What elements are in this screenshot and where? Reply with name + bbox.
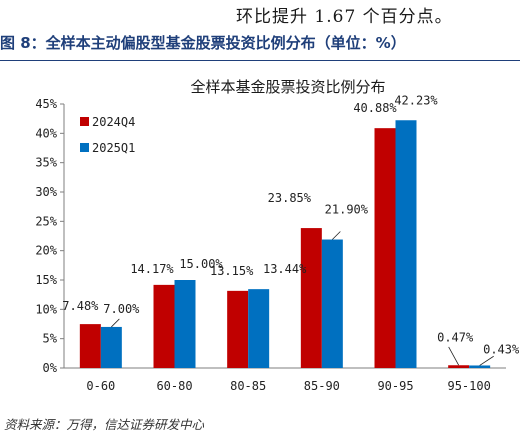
data-label-2025Q1-80-85: 13.44% xyxy=(263,262,307,276)
source-note: 资料来源：万得，信达证券研发中心 xyxy=(4,417,205,432)
y-tick-label: 15% xyxy=(35,273,57,287)
x-tick-label: 85-90 xyxy=(304,379,340,393)
bar-2025Q1-80-85 xyxy=(248,289,270,368)
y-tick-label: 5% xyxy=(43,332,58,346)
y-tick-label: 35% xyxy=(35,156,57,170)
bar-2024Q4-90-95 xyxy=(374,128,396,368)
y-axis: 0% 5% 10% 15% 20% 25% 30% 35% 40% 45% xyxy=(35,97,65,375)
data-label-2025Q1-85-90: 21.90% xyxy=(325,203,369,217)
x-tick-label: 90-95 xyxy=(377,379,413,393)
bars xyxy=(79,120,491,368)
legend-label-2024Q4: 2024Q4 xyxy=(92,115,135,129)
bar-2025Q1-0-60 xyxy=(100,326,122,368)
data-label-2025Q1-0-60: 7.00% xyxy=(103,302,140,316)
bar-2024Q4-95-100 xyxy=(448,365,470,368)
data-label-2024Q4-60-80: 14.17% xyxy=(130,262,174,276)
data-labels: 7.48% 14.17% 13.15% 23.85% 40.88% 0.47% 7.00% 1… xyxy=(62,93,520,366)
label-leader-line xyxy=(332,231,341,240)
bar-2025Q1-60-80 xyxy=(174,280,196,368)
x-tick-label: 80-85 xyxy=(230,379,266,393)
x-tick-label: 95-100 xyxy=(447,379,490,393)
y-tick-label: 40% xyxy=(35,126,57,140)
data-label-2024Q4-90-95: 40.88% xyxy=(353,101,397,115)
title-underline xyxy=(0,60,520,61)
x-axis: 0-60 60-80 80-85 85-90 90-95 95-100 xyxy=(64,367,506,393)
data-label-2025Q1-95-100: 0.43% xyxy=(483,342,520,356)
bar-2024Q4-60-80 xyxy=(153,284,175,368)
bar-2025Q1-90-95 xyxy=(395,120,417,368)
x-tick-label: 60-80 xyxy=(156,379,192,393)
label-leader-line xyxy=(111,318,120,328)
data-label-2025Q1-60-80: 15.00% xyxy=(179,257,223,271)
label-leader-line xyxy=(479,355,494,366)
legend-swatch-2024Q4 xyxy=(80,117,89,126)
bar-2025Q1-95-100 xyxy=(469,365,491,368)
bar-2024Q4-80-85 xyxy=(227,290,249,368)
y-tick-label: 0% xyxy=(43,361,58,375)
figure-title: 图 8：全样本主动偏股型基金股票投资比例分布（单位：%） xyxy=(0,34,406,52)
chart-title: 全样本基金股票投资比例分布 xyxy=(190,78,385,96)
bar-2024Q4-85-90 xyxy=(300,228,322,368)
data-label-2024Q4-95-100: 0.47% xyxy=(437,331,474,345)
y-tick-label: 25% xyxy=(35,214,57,228)
x-tick-label: 0-60 xyxy=(86,379,115,393)
y-tick-label: 20% xyxy=(35,244,57,258)
legend-label-2025Q1: 2025Q1 xyxy=(92,141,135,155)
y-tick-label: 10% xyxy=(35,302,57,316)
bar-2025Q1-85-90 xyxy=(321,239,343,368)
bar-2024Q4-0-60 xyxy=(79,324,101,368)
legend: 2024Q4 2025Q1 xyxy=(80,115,135,155)
data-label-2025Q1-90-95: 42.23% xyxy=(394,93,438,107)
y-tick-label: 30% xyxy=(35,185,57,199)
data-label-2024Q4-85-90: 23.85% xyxy=(268,191,312,205)
preceding-text: 环比提升 1.67 个百分点。 xyxy=(236,7,453,27)
legend-swatch-2025Q1 xyxy=(80,143,89,152)
label-leader-line xyxy=(448,346,460,366)
y-tick-label: 45% xyxy=(35,97,57,111)
data-label-2024Q4-0-60: 7.48% xyxy=(62,299,99,313)
data-label-2024Q4-80-85: 13.15% xyxy=(210,264,254,278)
